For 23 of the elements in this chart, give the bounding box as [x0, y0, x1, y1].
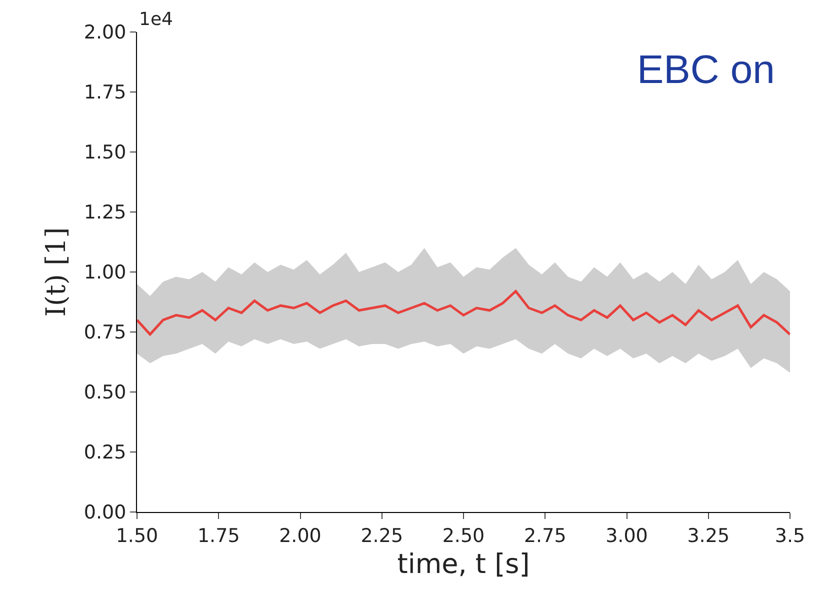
- y-tick-label: 0.75: [84, 322, 126, 344]
- y-tick-label: 1.50: [84, 142, 126, 164]
- x-tick-label: 2.00: [279, 524, 322, 547]
- text: 1e4: [139, 9, 173, 30]
- x-tick-label: 2.50: [442, 524, 485, 547]
- x-tick-label: 2.25: [360, 524, 404, 547]
- x-tick-label: 2.75: [524, 524, 566, 547]
- x-tick-label: 1.75: [197, 524, 240, 547]
- y-tick-label: 0.50: [84, 382, 126, 404]
- x-tick-label: 1.50: [116, 524, 158, 547]
- y-tick-label: 2.00: [84, 22, 126, 44]
- y-tick-label: 0.25: [84, 442, 126, 464]
- y-tick-label: 1.25: [84, 202, 126, 224]
- x-axis-title: time, t [s]: [397, 549, 530, 580]
- annotation: EBC on: [637, 48, 775, 92]
- x-tick-label: 3.25: [687, 524, 730, 547]
- y-axis-title: I(t) [1]: [40, 227, 72, 317]
- x-tick-label: 3.5: [774, 524, 806, 547]
- line-series: [137, 290, 790, 336]
- y-tick-label: 1.00: [84, 262, 126, 284]
- y-tick-label: 0.00: [84, 502, 126, 524]
- x-tick-label: 3.00: [606, 524, 648, 547]
- y-tick-label: 1.75: [84, 82, 126, 104]
